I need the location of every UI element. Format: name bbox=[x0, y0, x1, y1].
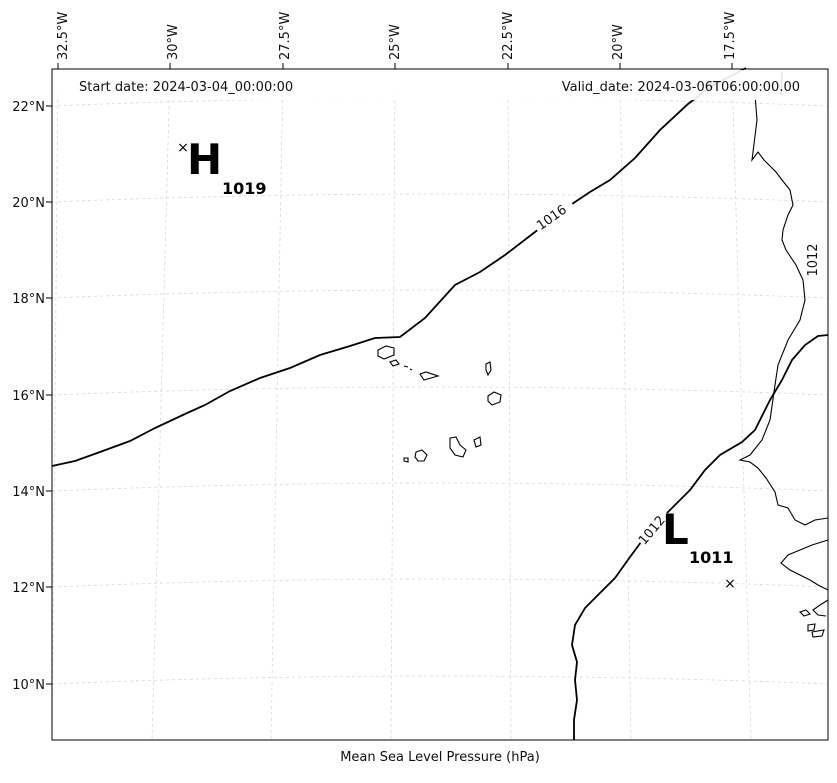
island-sao-vicente bbox=[389, 359, 400, 367]
longitude-axis: 32.5°W 30°W 27.5°W 25°W 22.5°W 20°W 17.5… bbox=[56, 12, 738, 69]
isobars bbox=[51, 67, 829, 740]
coastline-africa bbox=[738, 94, 829, 526]
island-brava bbox=[403, 457, 409, 463]
lon-label-20w: 20°W bbox=[611, 24, 626, 60]
isobar-labels: 1016 1012 1012 bbox=[530, 196, 826, 551]
latitude-axis: 22°N 20°N 18°N 16°N 14°N 12°N 10°N bbox=[12, 100, 52, 693]
lon-label-17-5w: 17.5°W bbox=[723, 12, 738, 60]
isobar-label-1012-north: 1012 bbox=[806, 243, 821, 276]
coastline-guinea bbox=[812, 599, 829, 617]
lat-label-18n: 18°N bbox=[12, 292, 45, 307]
lat-label-16n: 16°N bbox=[12, 389, 45, 404]
coastline-senegal bbox=[780, 539, 829, 591]
low-pressure-value: 1011 bbox=[689, 548, 734, 567]
island-santo-antao bbox=[377, 345, 395, 360]
start-date-label: Start date: 2024-03-04_00:00:00 bbox=[79, 80, 293, 95]
lat-label-10n: 10°N bbox=[12, 678, 45, 693]
lat-label-22n: 22°N bbox=[12, 100, 45, 115]
high-pressure-letter: H bbox=[187, 135, 222, 184]
coastline-bissagos bbox=[798, 609, 825, 638]
map-footer-label: Mean Sea Level Pressure (hPa) bbox=[340, 750, 540, 765]
island-santiago bbox=[449, 436, 467, 458]
low-center-marker: × bbox=[724, 576, 736, 592]
island-santa-luzia bbox=[403, 365, 413, 371]
lat-label-20n: 20°N bbox=[12, 196, 45, 211]
map-frame bbox=[51, 68, 829, 741]
gridlines bbox=[51, 69, 829, 741]
island-sao-nicolau bbox=[419, 371, 440, 381]
lon-label-32-5w: 32.5°W bbox=[56, 12, 71, 60]
valid-date-label: Valid_date: 2024-03-06T06:00:00.00 bbox=[562, 80, 800, 95]
low-pressure-letter: L bbox=[662, 505, 689, 554]
pressure-centers: × H 1019 L 1011 × bbox=[177, 135, 736, 592]
island-fogo bbox=[414, 449, 428, 462]
lon-label-30w: 30°W bbox=[166, 24, 181, 60]
cape-verde-islands bbox=[377, 345, 502, 463]
high-pressure-value: 1019 bbox=[222, 179, 267, 198]
lon-label-22-5w: 22.5°W bbox=[501, 12, 516, 60]
island-sal bbox=[485, 361, 492, 377]
lat-label-14n: 14°N bbox=[12, 485, 45, 500]
island-boa-vista bbox=[487, 391, 502, 406]
high-center-marker: × bbox=[177, 140, 189, 156]
lat-label-12n: 12°N bbox=[12, 581, 45, 596]
coastline bbox=[738, 94, 829, 638]
isobar-1016 bbox=[51, 67, 747, 467]
lon-label-25w: 25°W bbox=[388, 24, 403, 60]
island-maio bbox=[473, 436, 482, 448]
lon-label-27-5w: 27.5°W bbox=[278, 12, 293, 60]
